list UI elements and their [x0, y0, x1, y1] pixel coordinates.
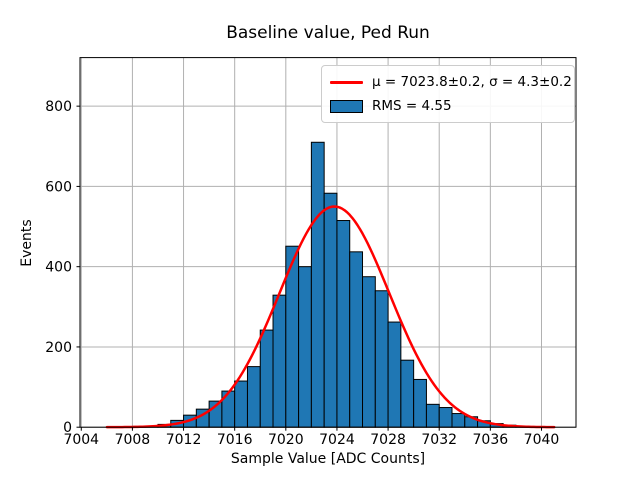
histogram-bar: [272, 294, 287, 428]
histogram-bar: [246, 366, 261, 428]
histogram-bar: [298, 266, 312, 428]
histogram-bar: [349, 251, 364, 428]
legend-rms-label: RMS = 4.55: [372, 98, 452, 114]
x-tick-label: 7008: [115, 432, 151, 448]
legend-entry-fit: μ = 7023.8±0.2, σ = 4.3±0.2: [330, 72, 572, 92]
histogram-bar: [413, 378, 427, 428]
x-tick-label: 7012: [166, 432, 202, 448]
y-tick-label: 0: [63, 420, 72, 436]
histogram-swatch: [330, 99, 363, 113]
x-tick-label: 7040: [524, 432, 560, 448]
x-tick-label: 7024: [319, 432, 355, 448]
y-tick-label: 400: [45, 260, 72, 276]
histogram-bar: [323, 192, 338, 428]
histogram-bar: [310, 141, 325, 428]
fit-line-swatch: [330, 80, 363, 84]
x-tick-label: 7032: [421, 432, 457, 448]
y-tick-label: 800: [45, 99, 72, 115]
axes-frame: [79, 57, 577, 428]
histogram-bar: [425, 403, 440, 428]
histogram-bar: [336, 220, 351, 428]
histogram-bar: [259, 329, 274, 428]
x-axis-label: Sample Value [ADC Counts]: [230, 451, 426, 467]
y-axis-label: Events: [19, 219, 35, 267]
legend-entry-hist: RMS = 4.55: [330, 96, 566, 116]
x-tick-label: 7004: [63, 432, 99, 448]
gaussian-fit-curve: [105, 205, 556, 429]
histogram-bar: [362, 276, 376, 428]
histogram-bar: [400, 359, 415, 428]
legend-fit-label: μ = 7023.8±0.2, σ = 4.3±0.2: [372, 74, 572, 90]
y-tick-label: 600: [45, 179, 72, 195]
histogram-bar: [438, 407, 453, 428]
histogram-bar: [387, 321, 402, 428]
x-tick-label: 7016: [217, 432, 253, 448]
histogram-bar: [451, 413, 466, 428]
histogram-bar: [374, 290, 389, 428]
x-tick-label: 7036: [473, 432, 509, 448]
legend: μ = 7023.8±0.2, σ = 4.3±0.2 RMS = 4.55: [321, 65, 575, 123]
y-tick-label: 200: [45, 340, 72, 356]
histogram-bar: [234, 380, 248, 428]
x-tick-label: 7028: [370, 432, 406, 448]
x-tick-label: 7020: [268, 432, 304, 448]
chart-title: Baseline value, Ped Run: [226, 23, 430, 43]
